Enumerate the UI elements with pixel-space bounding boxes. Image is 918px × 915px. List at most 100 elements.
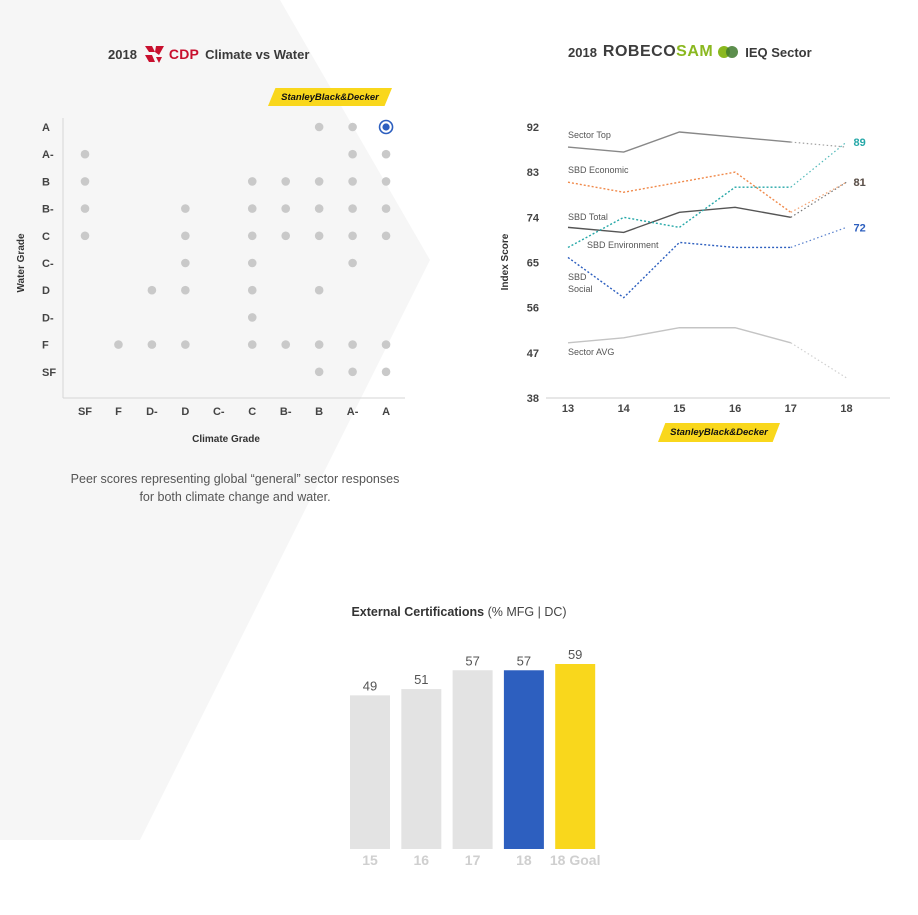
scatter-point: [181, 258, 190, 268]
scatter-point: [381, 231, 391, 241]
series-end-label: 81: [854, 177, 866, 189]
scatter-point: [314, 231, 324, 241]
scatter-point: [348, 367, 357, 377]
certifications-title-rest: (% MFG | DC): [484, 605, 567, 619]
scatter-point: [80, 204, 90, 213]
scatter-point: [348, 122, 357, 132]
x-tick-label: 17: [785, 403, 797, 415]
certifications-title-bold: External Certifications: [351, 605, 485, 619]
y-tick-label: 74: [527, 212, 540, 224]
bar-value-label: 57: [465, 653, 479, 668]
y-tick-label: 65: [527, 257, 539, 269]
y-tick-label: 92: [527, 122, 539, 134]
certifications-title: External Certifications (% MFG | DC): [0, 605, 918, 619]
series-projection-line: [790, 342, 847, 379]
cdp-caption: Peer scores representing global “general…: [70, 472, 400, 504]
scatter-point: [348, 177, 357, 186]
scatter-point: [348, 340, 357, 349]
certifications-bar-chart: 49 15 51 16 57 17 57 18 59 18 Goal: [350, 647, 601, 868]
y-tick-label: SF: [42, 367, 56, 379]
series-end-label: 81: [854, 177, 866, 189]
scatter-point: [314, 285, 324, 295]
sbd-badge-cdp: StanleyBlack&Decker: [268, 88, 392, 106]
x-tick-label: D: [181, 406, 189, 418]
bar: [401, 689, 442, 849]
series-end-label: 89: [854, 137, 866, 149]
scatter-point: [314, 340, 324, 349]
sbd-badge-robeco: StanleyBlack&Decker: [658, 423, 780, 442]
bar-value-label: 51: [414, 672, 428, 687]
series-projection-line: [790, 181, 847, 218]
cdp-logo-icon: [144, 46, 164, 63]
x-tick-label: 16: [729, 403, 741, 415]
y-axis-label: Water Grade: [16, 233, 27, 293]
series-line: [567, 131, 791, 153]
scatter-point: [281, 204, 291, 213]
robeco-brand: ROBECOSAM: [603, 43, 713, 61]
scatter-point: [147, 340, 157, 349]
series-name-label: Sector Top: [568, 130, 611, 140]
scatter-point: [80, 231, 90, 241]
robeco-logo-icon: [718, 46, 739, 58]
bar-value-label: 57: [517, 653, 531, 668]
series-projection-line: [790, 181, 847, 213]
y-tick-label: B-: [42, 204, 54, 216]
y-tick-label: C: [42, 231, 50, 243]
scatter-point: [381, 204, 391, 213]
scatter-point: [80, 149, 90, 159]
x-tick-label: SF: [78, 406, 92, 418]
bar-category-label: 18 Goal: [550, 852, 601, 868]
series-name-label: Social: [568, 284, 593, 294]
scatter-point: [348, 258, 357, 268]
bar-category-label: 16: [414, 852, 430, 868]
scatter-point: [147, 285, 157, 295]
x-tick-label: 14: [618, 403, 631, 415]
scatter-point: [247, 177, 257, 186]
series-name-label: SBD Economic: [568, 165, 629, 175]
series-line: [567, 206, 791, 234]
series-name-label: SBD Environment: [587, 240, 659, 250]
x-tick-label: 15: [673, 403, 685, 415]
x-axis-label: Climate Grade: [192, 434, 260, 445]
x-tick-label: B: [315, 406, 323, 418]
scatter-point: [348, 149, 357, 159]
y-tick-label: A-: [42, 149, 54, 161]
series-name-label: SBD Total: [568, 212, 608, 222]
scatter-point: [314, 122, 324, 132]
scatter-point: [247, 258, 257, 268]
scatter-point: [381, 177, 391, 186]
series-line: [567, 241, 791, 299]
sbd-badge-cdp-text: StanleyBlack&Decker: [281, 91, 379, 103]
x-tick-label: 18: [840, 403, 852, 415]
bar: [555, 664, 596, 849]
scatter-point: [314, 204, 324, 213]
series-projection-line: [790, 141, 847, 188]
series-name-label: Sector AVG: [568, 347, 614, 357]
y-tick-label: D: [42, 285, 50, 297]
robeco-year: 2018: [568, 44, 597, 60]
bar-value-label: 59: [568, 647, 582, 662]
y-tick-label: F: [42, 340, 49, 352]
cdp-year: 2018: [108, 46, 137, 62]
scatter-point: [348, 231, 357, 241]
robeco-brand-part1: ROBECO: [602, 43, 677, 60]
scatter-point: [181, 204, 190, 213]
cdp-scatter-chart: A A- B B- C C- D D- F SF SF F D- D C- C B- B A- A Climate Gr…: [16, 118, 405, 445]
scatter-point: [348, 204, 357, 213]
highlight-point: [382, 123, 390, 131]
x-tick-label: D-: [146, 406, 158, 418]
y-tick-label: B: [42, 176, 50, 188]
scatter-point: [381, 149, 391, 159]
scatter-point: [181, 231, 190, 241]
scatter-point: [381, 367, 391, 377]
y-tick-label: 47: [527, 348, 539, 360]
bar: [503, 670, 544, 849]
y-tick-label: 83: [527, 167, 539, 179]
scatter-point: [247, 231, 257, 241]
x-tick-label: F: [115, 406, 122, 418]
robeco-line-chart: 38 47 56 65 74 83 92 13 14 15 16 17 18 Index Score 81 8…: [500, 122, 890, 415]
scatter-point: [181, 340, 190, 349]
series-end-label: 72: [854, 222, 866, 234]
y-tick-label: A: [42, 122, 50, 134]
robeco-brand-part2: SAM: [676, 43, 714, 60]
